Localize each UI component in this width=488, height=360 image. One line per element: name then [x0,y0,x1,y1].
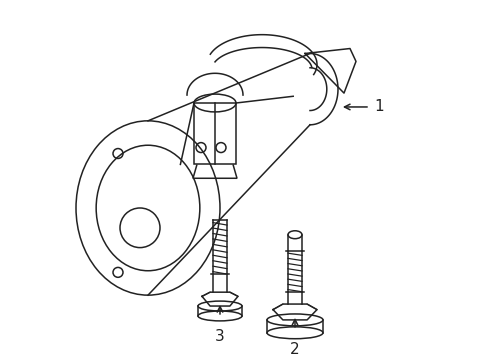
Text: 1: 1 [373,99,383,114]
Text: 3: 3 [215,329,224,344]
Bar [194,103,236,165]
Text: 2: 2 [289,342,299,357]
